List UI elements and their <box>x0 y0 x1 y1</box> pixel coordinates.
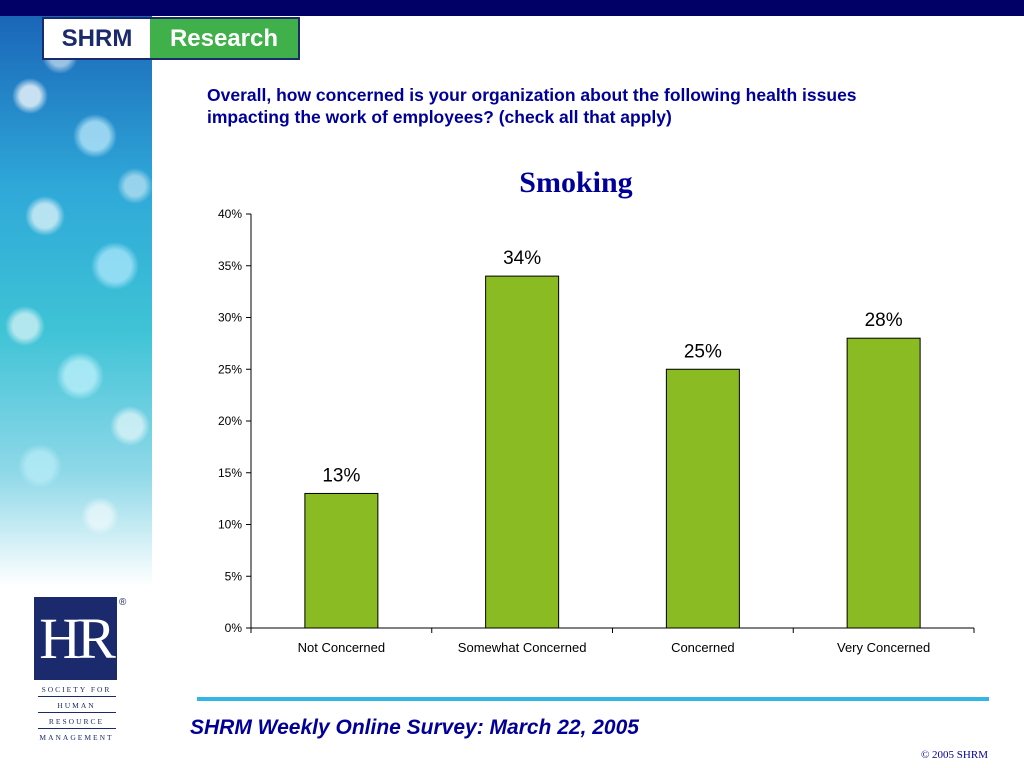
hr-divider <box>38 696 116 697</box>
footer-title: SHRM Weekly Online Survey: March 22, 200… <box>190 716 639 739</box>
bar <box>665 368 740 629</box>
bar <box>304 492 379 629</box>
bar <box>846 337 921 629</box>
logo-shrm-text: SHRM <box>61 24 133 52</box>
hr-society-logo: HR ® SOCIETY FOR HUMAN RESOURCE MANAGEME… <box>34 597 126 747</box>
registered-mark: ® <box>119 597 127 608</box>
y-tick-label: 25% <box>218 362 242 376</box>
copyright: © 2005 SHRM <box>920 749 988 761</box>
y-tick-label: 10% <box>218 518 242 532</box>
y-tick-label: 15% <box>218 466 242 480</box>
survey-question: Overall, how concerned is your organizat… <box>207 85 857 127</box>
x-category-label: Concerned <box>671 640 735 655</box>
bar-value-label: 28% <box>865 310 903 331</box>
hr-divider <box>38 728 116 729</box>
hr-line-4: MANAGEMENT <box>39 733 114 742</box>
y-tick-label: 0% <box>225 621 243 635</box>
y-tick-label: 40% <box>218 207 242 221</box>
hr-line-1: SOCIETY FOR <box>41 685 112 694</box>
bar-value-label: 13% <box>322 465 360 486</box>
bar-chart: 0% 5% 10% 15% 20% 25% 30% 35% 40% 13% Not Concerne… <box>218 207 975 655</box>
bar <box>485 275 560 629</box>
shrm-research-logo: SHRM Research <box>42 17 300 60</box>
y-tick-label: 5% <box>225 569 243 583</box>
x-category-label: Not Concerned <box>298 640 385 655</box>
chart-title: Smoking <box>519 166 633 199</box>
x-category-label: Very Concerned <box>837 640 930 655</box>
x-category-label: Somewhat Concerned <box>458 640 587 655</box>
bar-value-label: 25% <box>684 341 722 362</box>
top-bar <box>0 0 1024 16</box>
y-tick-label: 35% <box>218 259 242 273</box>
hr-line-2: HUMAN <box>57 701 96 710</box>
hr-line-3: RESOURCE <box>48 717 105 726</box>
hr-mark: HR <box>34 597 117 680</box>
hr-divider <box>38 712 116 713</box>
y-tick-label: 30% <box>218 311 242 325</box>
y-tick-label: 20% <box>218 414 242 428</box>
decorative-side-panel <box>0 16 152 586</box>
logo-research-text: Research <box>150 19 298 58</box>
bar-value-label: 34% <box>503 248 541 269</box>
footer-divider <box>197 697 989 701</box>
